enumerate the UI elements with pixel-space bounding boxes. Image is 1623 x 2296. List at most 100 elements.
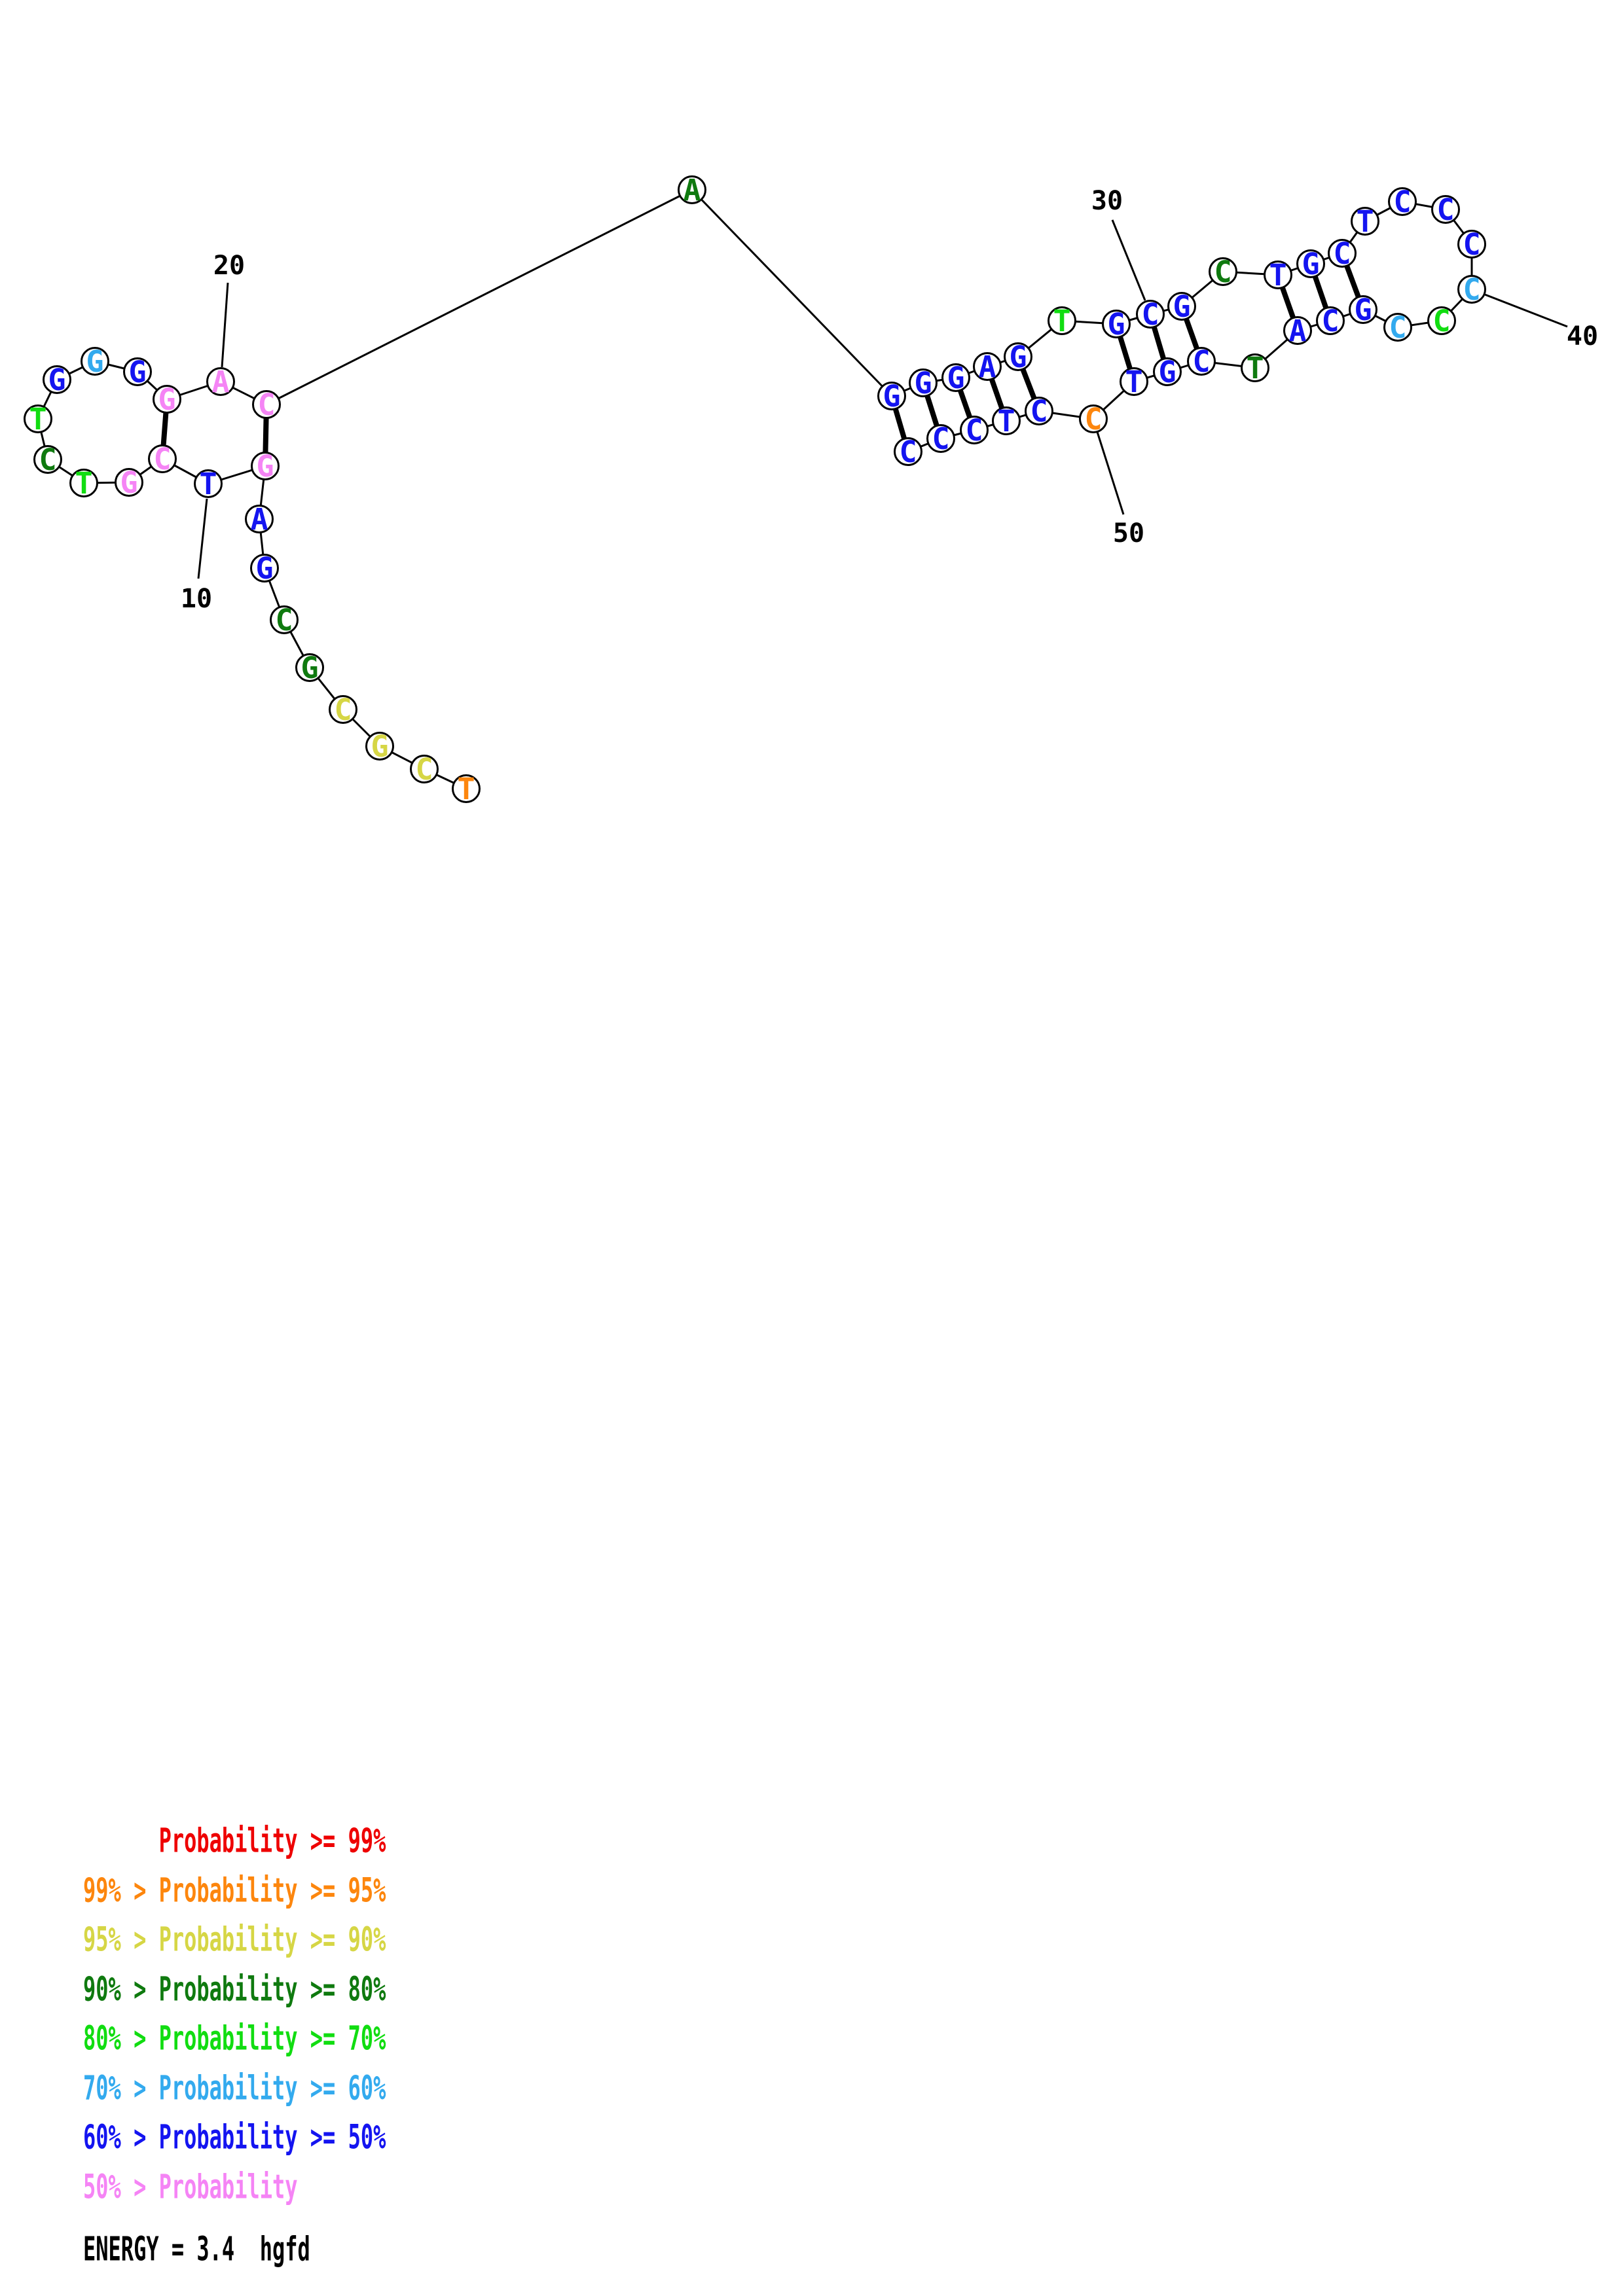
nucleotide: T bbox=[992, 404, 1021, 439]
nucleotide-letter: T bbox=[1356, 204, 1374, 239]
legend-row: 60% > Probability >= 50% bbox=[83, 2117, 386, 2157]
nucleotide: T bbox=[194, 467, 223, 501]
nucleotide-circle bbox=[1316, 306, 1345, 335]
nucleotide: C bbox=[1427, 304, 1456, 338]
nucleotide: G bbox=[941, 361, 970, 395]
position-label: 20 bbox=[213, 251, 245, 281]
nucleotide: G bbox=[81, 344, 109, 379]
nucleotide: C bbox=[410, 752, 439, 787]
nucleotide: C bbox=[1025, 394, 1053, 429]
nucleotide-circle bbox=[1457, 230, 1486, 259]
nucleotide-letter: T bbox=[997, 404, 1015, 439]
nucleotide-letter: T bbox=[29, 402, 46, 437]
nucleotide-letter: C bbox=[1192, 344, 1210, 379]
nucleotide: G bbox=[1102, 307, 1131, 342]
nucleotide-letter: C bbox=[1463, 272, 1480, 307]
nucleotide: C bbox=[1079, 402, 1108, 437]
nucleotide-circle bbox=[1427, 306, 1456, 335]
nucleotide-circle bbox=[1388, 187, 1417, 216]
position-label: 30 bbox=[1091, 186, 1123, 216]
nucleotide-letter: C bbox=[153, 442, 171, 476]
nucleotide-circle bbox=[1383, 313, 1412, 342]
nucleotide-circle bbox=[1187, 347, 1216, 376]
nucleotide-circle bbox=[1351, 207, 1379, 236]
tick-line bbox=[221, 282, 229, 368]
nucleotide-circle bbox=[1328, 239, 1357, 268]
nucleotide: G bbox=[251, 449, 280, 484]
nucleotide-letter: G bbox=[1009, 340, 1027, 374]
nucleotide-letter: C bbox=[1463, 227, 1480, 262]
nucleotide-circle bbox=[295, 653, 324, 682]
nucleotide-circle bbox=[877, 382, 906, 410]
position-label: 40 bbox=[1567, 321, 1598, 351]
nucleotide: G bbox=[877, 379, 906, 414]
nucleotide-circle bbox=[250, 554, 279, 583]
nucleotide: T bbox=[69, 466, 98, 501]
nucleotide-letter: G bbox=[883, 379, 900, 414]
nucleotide-letter: C bbox=[334, 692, 352, 727]
backbone-line bbox=[691, 188, 893, 397]
tick-line bbox=[197, 498, 208, 579]
nucleotide: C bbox=[960, 413, 989, 448]
nucleotide: G bbox=[1296, 247, 1325, 281]
nucleotide: G bbox=[909, 366, 938, 401]
nucleotide: T bbox=[1241, 351, 1269, 386]
nucleotide-letter: G bbox=[301, 651, 318, 685]
nucleotide-letter: C bbox=[1432, 304, 1450, 338]
tick-line bbox=[1484, 293, 1568, 328]
nucleotide-letter: C bbox=[275, 603, 293, 637]
nucleotide: T bbox=[452, 772, 481, 806]
nucleotide: G bbox=[250, 551, 279, 586]
nucleotide-circle bbox=[1136, 300, 1165, 329]
nucleotide: T bbox=[1351, 204, 1379, 239]
nucleotide-circle bbox=[206, 367, 235, 396]
nucleotide-circle bbox=[992, 406, 1021, 435]
nucleotide-circle bbox=[410, 755, 439, 783]
nucleotide-circle bbox=[1431, 195, 1460, 224]
nucleotide-circle bbox=[678, 175, 706, 204]
nucleotide: C bbox=[1187, 344, 1216, 379]
nucleotide-letter: G bbox=[914, 366, 932, 401]
energy-text: ENERGY = 3.4 hgfd bbox=[83, 2229, 310, 2269]
nucleotide-circle bbox=[909, 368, 938, 397]
nucleotide-letter: G bbox=[48, 363, 65, 397]
legend-row: 80% > Probability >= 70% bbox=[83, 2018, 386, 2058]
nucleotide-circle bbox=[252, 390, 281, 419]
nucleotide: G bbox=[295, 651, 324, 685]
nucleotide-circle bbox=[1079, 404, 1108, 433]
nucleotide-letter: G bbox=[1173, 289, 1190, 324]
nucleotide-circle bbox=[960, 416, 989, 444]
nucleotide: C bbox=[1209, 255, 1237, 289]
nucleotide: C bbox=[329, 692, 357, 727]
position-label: 50 bbox=[1113, 518, 1144, 548]
nucleotide-circle bbox=[1349, 295, 1377, 324]
nucleotide-circle bbox=[1264, 260, 1292, 289]
nucleotide: C bbox=[926, 422, 955, 456]
position-label: 10 bbox=[181, 584, 212, 614]
nucleotide-circle bbox=[81, 347, 109, 376]
nucleotide-circle bbox=[1004, 342, 1032, 371]
nucleotide-circle bbox=[1283, 316, 1312, 345]
nucleotide-letter: C bbox=[39, 442, 56, 477]
legend-row: 90% > Probability >= 80% bbox=[83, 1969, 386, 2009]
legend-row: 95% > Probability >= 90% bbox=[83, 1919, 386, 1960]
nucleotide: C bbox=[270, 603, 299, 637]
nucleotide: G bbox=[115, 465, 143, 500]
nucleotide-circle bbox=[245, 505, 274, 533]
nucleotide-letter: A bbox=[211, 365, 229, 399]
nucleotide: C bbox=[1136, 297, 1165, 332]
nucleotide: A bbox=[1283, 314, 1312, 348]
nucleotide-circle bbox=[1241, 353, 1269, 382]
nucleotide-circle bbox=[43, 365, 71, 394]
nucleotide-letter: A bbox=[250, 502, 268, 537]
nucleotide: G bbox=[1153, 355, 1182, 389]
nucleotide-circle bbox=[329, 695, 357, 724]
nucleotide-letter: C bbox=[1030, 394, 1048, 429]
legend-row: Probability >= 99% bbox=[83, 1820, 386, 1861]
nucleotide-circle bbox=[894, 437, 922, 466]
nucleotide-letter: T bbox=[1269, 258, 1286, 293]
nucleotide-letter: G bbox=[947, 361, 964, 395]
nucleotide-circle bbox=[452, 774, 481, 803]
